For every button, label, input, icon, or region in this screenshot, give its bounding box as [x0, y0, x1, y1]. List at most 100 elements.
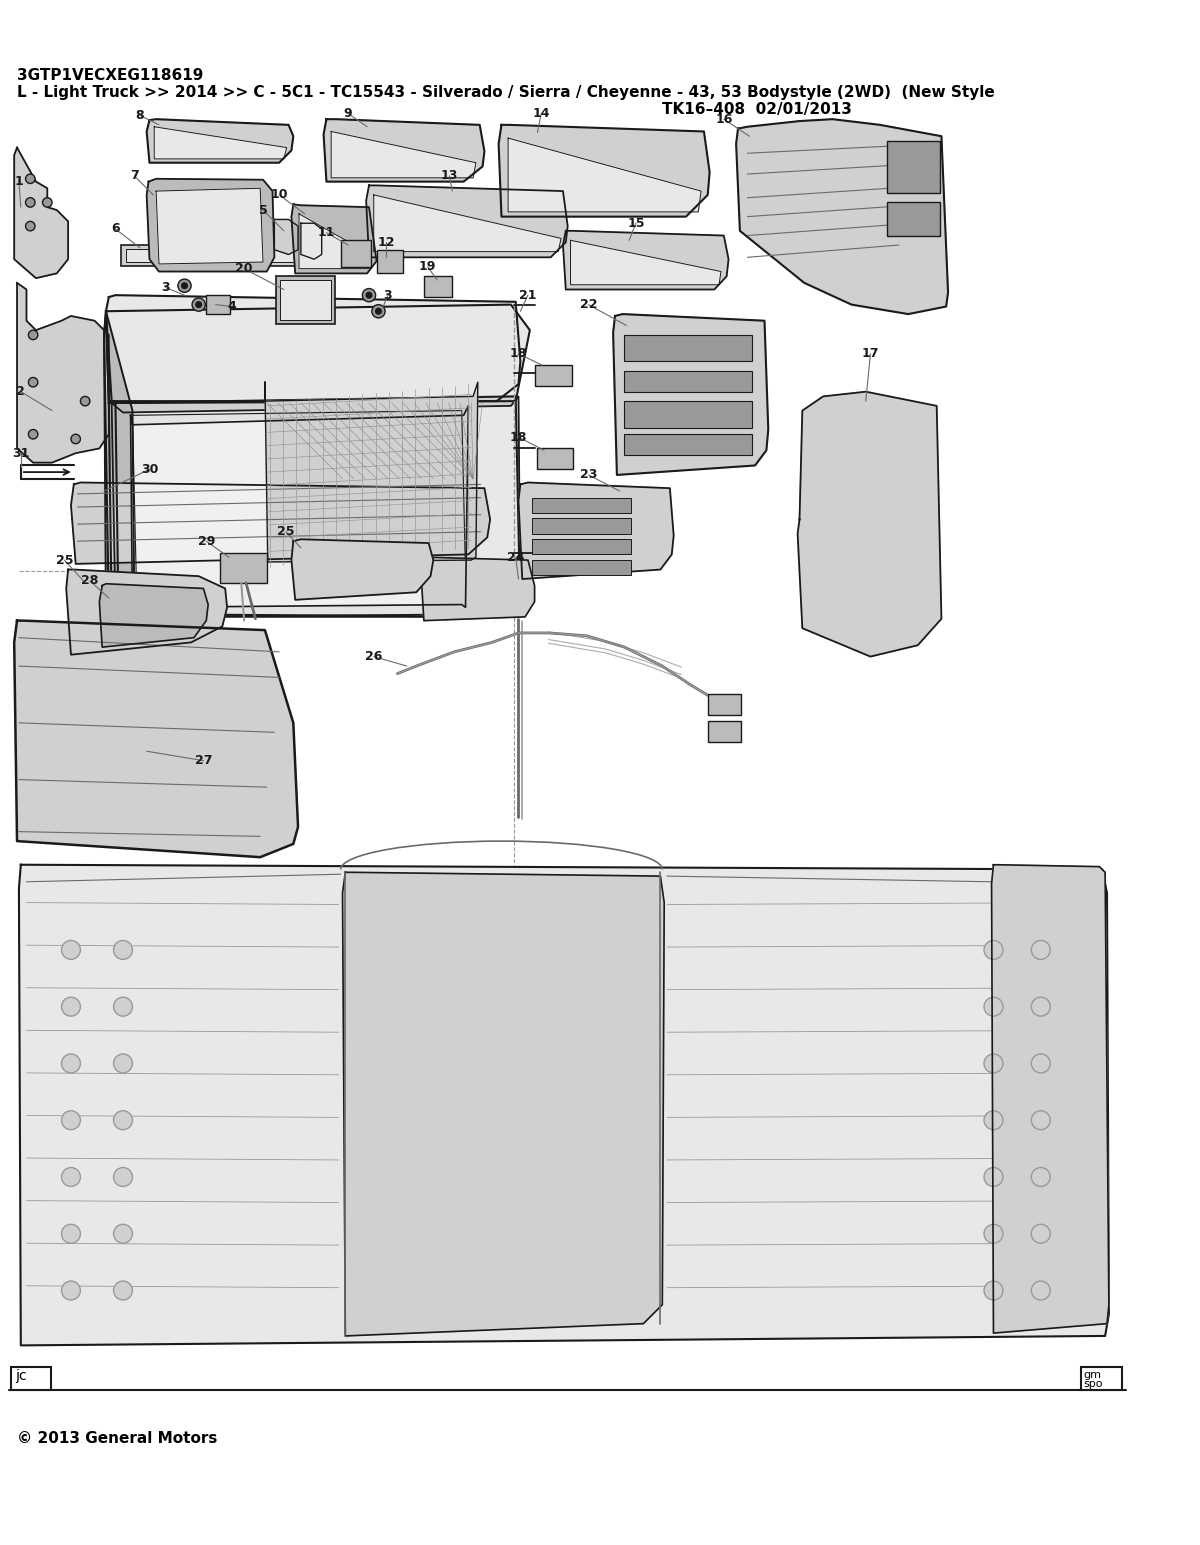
Polygon shape: [156, 188, 263, 264]
Text: 23: 23: [580, 468, 598, 482]
Circle shape: [1031, 1281, 1050, 1299]
Text: 25: 25: [277, 525, 294, 538]
Polygon shape: [299, 213, 371, 269]
Circle shape: [984, 1111, 1003, 1129]
Polygon shape: [798, 392, 942, 657]
Polygon shape: [14, 148, 68, 278]
Polygon shape: [366, 185, 568, 258]
Text: 22: 22: [580, 298, 598, 311]
Circle shape: [25, 198, 35, 207]
Polygon shape: [292, 539, 433, 599]
Circle shape: [362, 289, 376, 301]
Text: 19: 19: [419, 260, 437, 273]
Polygon shape: [301, 224, 322, 260]
Polygon shape: [104, 311, 119, 609]
Text: gm: gm: [1084, 1370, 1102, 1380]
Text: 9: 9: [344, 107, 353, 121]
Circle shape: [372, 304, 385, 318]
Polygon shape: [155, 127, 287, 159]
Circle shape: [984, 997, 1003, 1017]
Text: TK16–408  02/01/2013: TK16–408 02/01/2013: [662, 102, 852, 117]
Polygon shape: [292, 204, 377, 273]
Text: 29: 29: [198, 535, 215, 547]
Polygon shape: [563, 230, 728, 289]
Polygon shape: [104, 311, 134, 616]
Polygon shape: [373, 195, 562, 252]
Text: 3: 3: [161, 281, 170, 294]
Text: 26: 26: [365, 650, 383, 663]
Text: 3GTP1VECXEG118619: 3GTP1VECXEG118619: [17, 68, 204, 83]
Circle shape: [61, 1111, 80, 1129]
Polygon shape: [109, 397, 521, 616]
Text: 24: 24: [506, 550, 524, 564]
Text: 20: 20: [235, 263, 253, 275]
Bar: [624, 434, 752, 456]
Polygon shape: [131, 406, 468, 613]
Polygon shape: [499, 125, 709, 216]
Circle shape: [29, 430, 38, 439]
Polygon shape: [331, 131, 476, 178]
Circle shape: [366, 292, 372, 298]
Bar: [532, 497, 631, 513]
Circle shape: [984, 1281, 1003, 1299]
Circle shape: [42, 198, 52, 207]
Circle shape: [178, 280, 191, 292]
Circle shape: [376, 309, 382, 314]
Text: L - Light Truck >> 2014 >> C - 5C1 - TC15543 - Silverado / Sierra / Cheyenne - 4: L - Light Truck >> 2014 >> C - 5C1 - TC1…: [17, 85, 995, 100]
Text: 3: 3: [384, 289, 392, 301]
Bar: [377, 250, 403, 273]
Bar: [532, 539, 631, 555]
Circle shape: [25, 175, 35, 184]
Text: 8: 8: [136, 108, 144, 122]
Circle shape: [25, 221, 35, 230]
Circle shape: [984, 941, 1003, 959]
Text: 1: 1: [14, 175, 23, 188]
Bar: [341, 241, 371, 267]
Circle shape: [61, 1054, 80, 1072]
Bar: [220, 553, 266, 582]
Bar: [276, 277, 335, 323]
Bar: [126, 249, 367, 263]
Polygon shape: [342, 873, 665, 1336]
Text: 31: 31: [12, 447, 30, 460]
Text: 25: 25: [55, 553, 73, 567]
Polygon shape: [570, 241, 721, 284]
Polygon shape: [106, 295, 521, 402]
Bar: [624, 371, 752, 392]
Circle shape: [1031, 941, 1050, 959]
Polygon shape: [324, 119, 485, 182]
Circle shape: [984, 1054, 1003, 1072]
Polygon shape: [265, 382, 478, 562]
Circle shape: [71, 434, 80, 443]
Bar: [538, 448, 574, 470]
Bar: [888, 202, 940, 235]
Polygon shape: [991, 865, 1109, 1333]
Text: 21: 21: [520, 289, 536, 301]
Text: 12: 12: [377, 236, 395, 249]
Polygon shape: [421, 558, 534, 621]
Polygon shape: [71, 482, 490, 564]
Circle shape: [181, 283, 187, 289]
Circle shape: [61, 997, 80, 1017]
Text: 18: 18: [510, 348, 527, 360]
Circle shape: [61, 1168, 80, 1187]
Polygon shape: [106, 304, 530, 403]
Text: 13: 13: [440, 170, 458, 182]
Circle shape: [984, 1224, 1003, 1244]
Circle shape: [196, 301, 202, 307]
Circle shape: [984, 1168, 1003, 1187]
Circle shape: [61, 941, 80, 959]
Text: 4: 4: [228, 300, 236, 314]
Circle shape: [114, 1054, 132, 1072]
Bar: [624, 402, 752, 428]
Polygon shape: [132, 411, 467, 616]
Circle shape: [1031, 1111, 1050, 1129]
Text: 27: 27: [194, 754, 212, 768]
Circle shape: [114, 1168, 132, 1187]
Text: 5: 5: [259, 204, 268, 216]
Text: spo: spo: [1084, 1380, 1103, 1389]
Text: 28: 28: [82, 575, 98, 587]
Polygon shape: [19, 865, 1109, 1346]
Text: 7: 7: [130, 170, 139, 182]
Polygon shape: [66, 570, 227, 655]
